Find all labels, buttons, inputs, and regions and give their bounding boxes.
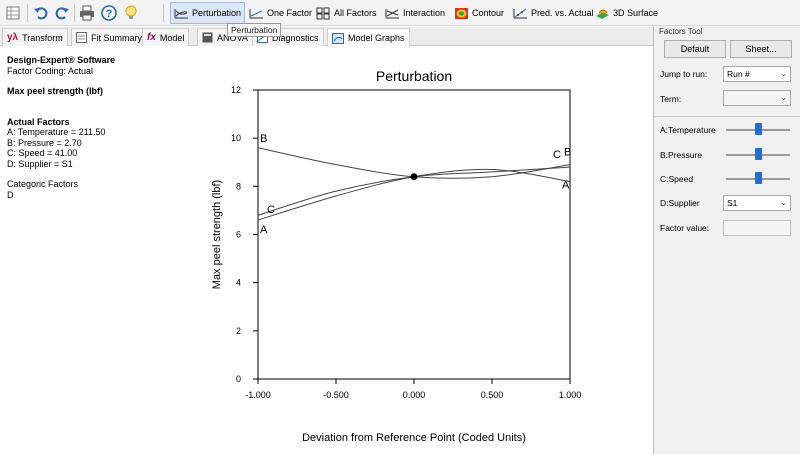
actual-factor: B: Pressure = 2.70 bbox=[7, 137, 82, 148]
interaction-button[interactable]: Interaction bbox=[382, 2, 448, 24]
factor-c-label: C:Speed bbox=[660, 174, 694, 184]
factor-a-label: A:Temperature bbox=[660, 125, 716, 135]
one-factor-button[interactable]: One Factor bbox=[246, 2, 315, 24]
factor-coding: Factor Coding: Actual bbox=[7, 65, 94, 76]
all-factors-button[interactable]: All Factors bbox=[313, 2, 380, 24]
pred-vs-actual-button[interactable]: Pred. vs. Actual bbox=[510, 2, 597, 24]
actual-factor: D: Supplier = S1 bbox=[7, 158, 73, 169]
tooltip: Perturbation bbox=[227, 23, 282, 37]
x-tick-label: 1.000 bbox=[559, 390, 582, 400]
plot-frame bbox=[257, 89, 571, 380]
supplier-select[interactable]: S1 ⌄ bbox=[723, 195, 791, 211]
reference-point bbox=[410, 173, 418, 181]
x-tick-label: 0.500 bbox=[481, 390, 504, 400]
y-tick-label: 0 bbox=[236, 374, 241, 384]
factor-value-field[interactable] bbox=[723, 220, 791, 236]
print-icon[interactable] bbox=[77, 3, 97, 23]
actual-factor: A: Temperature = 211.50 bbox=[7, 127, 106, 137]
fit-summary-icon bbox=[76, 32, 87, 43]
pred-vs-actual-icon bbox=[513, 8, 527, 18]
series-label-start-c: C bbox=[267, 204, 275, 216]
perturbation-chart: Perturbation -1.000 -0.500 0.000 0.500 1.000 0… bbox=[211, 68, 582, 444]
factor-b-label: B:Pressure bbox=[660, 150, 703, 160]
tab-transform[interactable]: yλ Transform bbox=[2, 28, 68, 46]
main-toolbar: ? Perturbation One Factor All Factors In… bbox=[0, 0, 800, 26]
series-label-start-a: A bbox=[260, 224, 268, 236]
term-label: Term: bbox=[660, 94, 682, 104]
x-axis-label: Deviation from Reference Point (Coded Un… bbox=[302, 432, 526, 444]
factor-value-label: Factor value: bbox=[660, 223, 710, 233]
series-label-start-b: B bbox=[260, 133, 267, 145]
y-tick-label: 6 bbox=[236, 230, 241, 240]
svg-text:?: ? bbox=[106, 8, 113, 20]
contour-icon bbox=[455, 7, 468, 19]
actual-factor: C: Speed = 41.00 bbox=[7, 148, 78, 158]
redo-icon[interactable] bbox=[52, 3, 72, 23]
term-select[interactable]: ⌄ bbox=[723, 90, 791, 106]
series-label-end-c: C bbox=[553, 149, 561, 161]
grid-icon[interactable] bbox=[3, 3, 23, 23]
tab-model-graphs[interactable]: Model Graphs bbox=[327, 28, 410, 47]
series-label-end-b: B bbox=[564, 147, 571, 159]
chevron-down-icon: ⌄ bbox=[780, 69, 787, 78]
y-lambda-icon: yλ bbox=[7, 32, 19, 43]
x-tick-label: -0.500 bbox=[323, 390, 349, 400]
all-factors-icon bbox=[316, 7, 330, 19]
factor-c-slider-thumb[interactable] bbox=[754, 172, 762, 184]
perturbation-icon bbox=[174, 8, 188, 18]
categoric-factors-title: Categoric Factors bbox=[7, 179, 79, 189]
tab-fit-summary[interactable]: Fit Summary bbox=[71, 28, 148, 46]
categoric-factor-value: D bbox=[7, 189, 14, 200]
y-axis-label: Max peel strength (lbf) bbox=[211, 180, 223, 289]
jump-to-run-select[interactable]: Run # ⌄ bbox=[723, 66, 791, 82]
panel-title: Factors Tool bbox=[659, 27, 703, 36]
x-tick-label: 0.000 bbox=[403, 390, 426, 400]
y-tick-label: 2 bbox=[236, 326, 241, 336]
interaction-icon bbox=[385, 8, 399, 18]
3d-surface-icon bbox=[596, 9, 609, 19]
factors-tool-panel: Factors Tool Default Sheet... Jump to ru… bbox=[653, 26, 800, 454]
one-factor-icon bbox=[249, 8, 263, 18]
x-tick-label: -1.000 bbox=[245, 390, 271, 400]
model-graphs-icon bbox=[332, 32, 344, 44]
undo-icon[interactable] bbox=[31, 3, 51, 23]
anova-icon bbox=[202, 32, 213, 43]
chart-title: Perturbation bbox=[376, 68, 452, 84]
tab-model[interactable]: fx Model bbox=[142, 28, 190, 46]
y-tick-label: 12 bbox=[231, 85, 241, 95]
lightbulb-icon[interactable] bbox=[121, 3, 141, 23]
fx-icon: fx bbox=[147, 32, 156, 43]
jump-to-run-label: Jump to run: bbox=[660, 69, 708, 79]
contour-button[interactable]: Contour bbox=[451, 2, 507, 24]
tab-bar: yλ Transform Fit Summary fx Model ANOVA … bbox=[0, 27, 653, 47]
perturbation-button[interactable]: Perturbation bbox=[170, 2, 246, 24]
y-tick-label: 4 bbox=[236, 278, 241, 288]
software-name: Design-Expert® Software bbox=[7, 55, 116, 65]
default-button[interactable]: Default bbox=[664, 40, 726, 58]
response-name: Max peel strength (lbf) bbox=[7, 86, 104, 96]
series-label-end-a: A bbox=[562, 180, 570, 192]
y-tick-label: 8 bbox=[236, 181, 241, 191]
help-icon[interactable]: ? bbox=[99, 3, 119, 23]
sheet-button[interactable]: Sheet... bbox=[730, 40, 792, 58]
supplier-label: D:Supplier bbox=[660, 198, 700, 208]
actual-factors-title: Actual Factors bbox=[7, 116, 70, 127]
chevron-down-icon: ⌄ bbox=[780, 93, 787, 102]
graph-info: Design-Expert® Software Factor Coding: A… bbox=[7, 55, 115, 200]
factor-b-slider-thumb[interactable] bbox=[754, 148, 762, 160]
y-tick-label: 10 bbox=[231, 133, 241, 143]
factor-a-slider-thumb[interactable] bbox=[754, 123, 762, 135]
3d-surface-button[interactable]: 3D Surface bbox=[592, 2, 661, 24]
chevron-down-icon: ⌄ bbox=[780, 198, 787, 207]
